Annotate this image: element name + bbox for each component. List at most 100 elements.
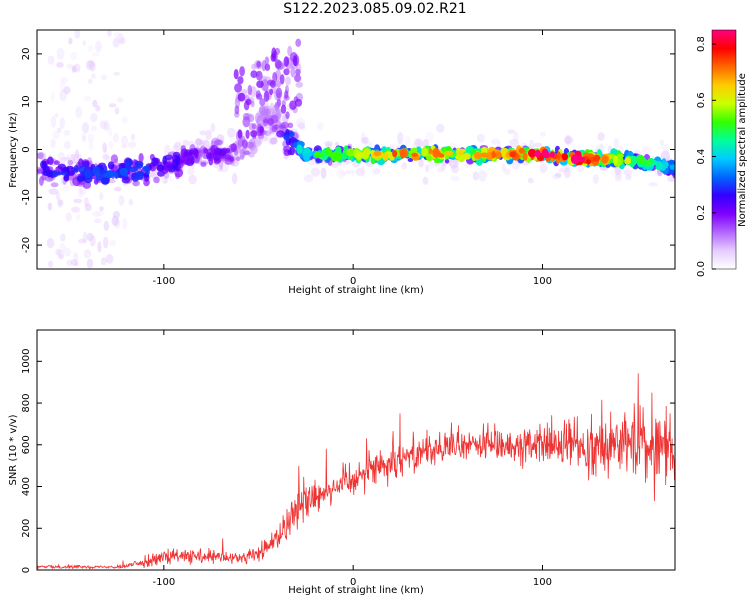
heatmap-cell: [230, 143, 237, 152]
heatmap-cell: [450, 175, 460, 182]
heatmap-cell: [501, 163, 506, 173]
heatmap-cell: [55, 248, 61, 256]
heatmap-cell: [56, 61, 64, 68]
heatmap-cell: [73, 252, 79, 262]
heatmap-cell: [108, 171, 117, 177]
heatmap-cell: [53, 160, 60, 165]
heatmap-cell: [63, 156, 71, 161]
heatmap-cell: [199, 130, 207, 136]
heatmap-cell: [659, 139, 664, 146]
heatmap-cell: [518, 147, 525, 154]
heatmap-cell: [661, 143, 670, 152]
heatmap-cell: [92, 211, 101, 218]
heatmap-cell: [275, 87, 283, 99]
heatmap-cell: [50, 138, 56, 149]
heatmap-cell: [239, 66, 246, 77]
heatmap-cell: [54, 112, 59, 118]
heatmap-cell: [373, 150, 382, 157]
heatmap-cell: [101, 74, 107, 81]
heatmap-cell: [264, 56, 270, 65]
heatmap-cell: [73, 165, 80, 173]
heatmap-cell: [264, 63, 271, 71]
heatmap-cell: [285, 76, 291, 86]
heatmap-cell: [50, 91, 56, 102]
heatmap-cell: [75, 106, 83, 119]
heatmap-cell: [480, 152, 489, 158]
heatmap-cell: [293, 55, 298, 67]
heatmap-cell: [270, 53, 276, 62]
heatmap-cell: [253, 137, 262, 147]
heatmap-cell: [648, 182, 658, 187]
heatmap-cell: [73, 198, 83, 204]
heatmap-cell: [60, 76, 68, 84]
heatmap-cell: [445, 150, 454, 156]
heatmap-cell: [71, 66, 77, 73]
heatmap-cell: [272, 72, 278, 83]
heatmap-cell: [327, 148, 333, 157]
heatmap-cell: [63, 141, 71, 150]
colorbar-ticks: 0.0 0.2 0.4 0.6 0.8: [696, 36, 716, 277]
heatmap-cell: [63, 86, 71, 95]
heatmap-cell: [284, 90, 289, 99]
heatmap-cell: [280, 104, 287, 114]
heatmap-cell: [224, 154, 232, 160]
heatmap-cell: [119, 167, 129, 176]
heatmap-cell: [256, 115, 264, 128]
heatmap-cell: [334, 141, 340, 147]
heatmap-cell: [269, 137, 278, 145]
heatmap-cell: [86, 232, 94, 242]
snr-x-tick-label: -100: [152, 577, 175, 588]
heatmap-y-axis-label: Frequency (Hz): [8, 112, 19, 188]
heatmap-cell: [615, 173, 622, 182]
heatmap-cell: [422, 176, 429, 185]
heatmap-cell: [52, 130, 60, 140]
colorbar-tick-label: 0.2: [696, 205, 707, 221]
heatmap-cell: [68, 37, 73, 45]
heatmap-cell: [130, 133, 136, 141]
heatmap-cell: [259, 125, 264, 134]
heatmap-cell: [99, 192, 104, 201]
heatmap-cell: [74, 30, 81, 39]
heatmap-cell: [411, 152, 418, 157]
heatmap-cell: [190, 155, 195, 165]
heatmap-cell: [263, 90, 270, 103]
heatmap-cell: [251, 123, 257, 130]
heatmap-cell: [255, 70, 263, 81]
heatmap-cell: [107, 30, 112, 37]
heatmap-cell: [259, 105, 266, 116]
heatmap-cell: [509, 151, 516, 158]
heatmap-cell: [360, 137, 368, 144]
heatmap-cell: [107, 161, 115, 170]
heatmap-cell: [597, 132, 605, 141]
heatmap-cell: [427, 159, 434, 170]
heatmap-cell: [70, 259, 79, 266]
heatmap-cell: [138, 153, 144, 163]
snr-x-axis-label: Height of straight line (km): [288, 585, 424, 596]
heatmap-cell: [336, 152, 342, 162]
heatmap-cell: [554, 172, 562, 178]
heatmap-cell: [256, 80, 264, 88]
heatmap-cell: [102, 142, 107, 153]
colorbar-label: Normalized spectral amplitude: [737, 73, 748, 227]
heatmap-x-axis-label: Height of straight line (km): [288, 285, 424, 296]
heatmap-cell: [250, 70, 258, 78]
heatmap-cell: [171, 164, 177, 170]
heatmap-cell: [77, 175, 84, 183]
heatmap-cell: [624, 157, 631, 165]
heatmap-cell: [616, 153, 624, 159]
heatmap-cell: [324, 141, 333, 147]
heatmap-cell: [613, 138, 620, 149]
heatmap-cell: [507, 129, 516, 134]
heatmap-cell: [271, 124, 278, 133]
heatmap-cell: [37, 152, 44, 160]
heatmap-cell: [356, 150, 363, 161]
heatmap-cell: [363, 148, 371, 156]
heatmap-cell: [593, 154, 601, 162]
heatmap-cell: [586, 159, 591, 165]
heatmap-cell: [528, 148, 537, 158]
heatmap-cell: [250, 130, 258, 138]
heatmap-cell: [404, 135, 411, 145]
